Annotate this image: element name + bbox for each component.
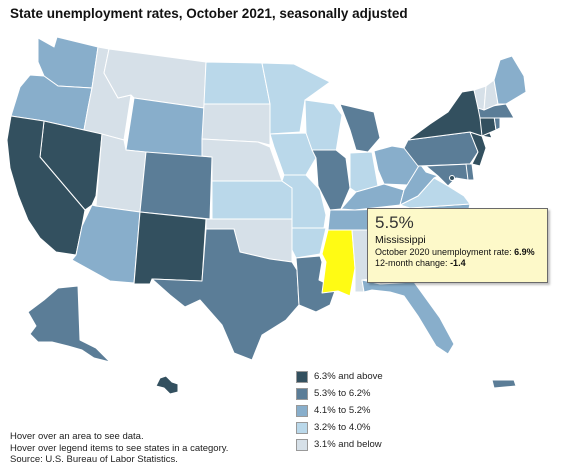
tooltip-prior-rate: October 2020 unemployment rate: 6.9% (375, 247, 540, 258)
state-nm[interactable] (133, 211, 207, 285)
state-in[interactable] (349, 151, 379, 193)
state-tooltip: 5.5% Mississippi October 2020 unemployme… (367, 208, 548, 283)
legend-item-cat5[interactable]: 3.1% and below (296, 436, 383, 453)
legend-item-cat2[interactable]: 5.3% to 6.2% (296, 385, 383, 402)
legend-swatch (296, 438, 308, 451)
note-source: Source: U.S. Bureau of Labor Statistics. (10, 454, 178, 465)
legend-label: 3.1% and below (314, 439, 382, 450)
state-mn[interactable] (261, 62, 331, 135)
state-me[interactable] (493, 55, 527, 105)
state-ks[interactable] (211, 180, 293, 220)
tooltip-state-name: Mississippi (375, 234, 426, 246)
legend-swatch (296, 404, 308, 417)
state-ca[interactable] (6, 115, 86, 256)
state-de[interactable] (465, 163, 475, 181)
state-ar[interactable] (291, 227, 327, 259)
page-title: State unemployment rates, October 2021, … (10, 6, 408, 21)
note-hover-area: Hover over an area to see data. (10, 431, 144, 442)
legend-label: 3.2% to 4.0% (314, 422, 371, 433)
state-hi[interactable] (155, 375, 179, 395)
state-ct[interactable] (479, 115, 497, 137)
state-la[interactable] (295, 255, 337, 313)
state-wi[interactable] (304, 99, 343, 153)
state-fl[interactable] (361, 279, 455, 355)
tooltip-rate: 5.5% (375, 213, 414, 232)
state-nd[interactable] (203, 61, 271, 105)
legend-swatch (296, 387, 308, 400)
tooltip-prior-rate-value: 6.9% (514, 247, 535, 257)
legend-swatch (296, 421, 308, 434)
state-ak[interactable] (27, 285, 111, 363)
state-co[interactable] (139, 151, 213, 220)
legend-label: 6.3% and above (314, 371, 383, 382)
map-legend: 6.3% and above 5.3% to 6.2% 4.1% to 5.2%… (296, 368, 383, 453)
state-mi[interactable] (339, 103, 381, 153)
state-ms[interactable] (321, 229, 356, 297)
tooltip-change: 12-month change: -1.4 (375, 258, 540, 269)
legend-label: 4.1% to 5.2% (314, 405, 371, 416)
state-wy[interactable] (125, 97, 205, 159)
legend-item-cat3[interactable]: 4.1% to 5.2% (296, 402, 383, 419)
state-dc[interactable] (449, 175, 455, 181)
tooltip-prior-rate-label: October 2020 unemployment rate: (375, 247, 515, 257)
legend-swatch (296, 370, 308, 383)
note-hover-legend: Hover over legend items to see states in… (10, 442, 229, 454)
tooltip-change-value: -1.4 (450, 258, 466, 268)
state-pr[interactable] (491, 379, 517, 389)
legend-item-cat1[interactable]: 6.3% and above (296, 368, 383, 385)
state-tx[interactable] (151, 228, 300, 361)
tooltip-change-label: 12-month change: (375, 258, 451, 268)
state-sd[interactable] (201, 103, 271, 146)
footnotes: Hover over an area to see data. Hover ov… (10, 431, 228, 466)
legend-item-cat4[interactable]: 3.2% to 4.0% (296, 419, 383, 436)
legend-label: 5.3% to 6.2% (314, 388, 371, 399)
